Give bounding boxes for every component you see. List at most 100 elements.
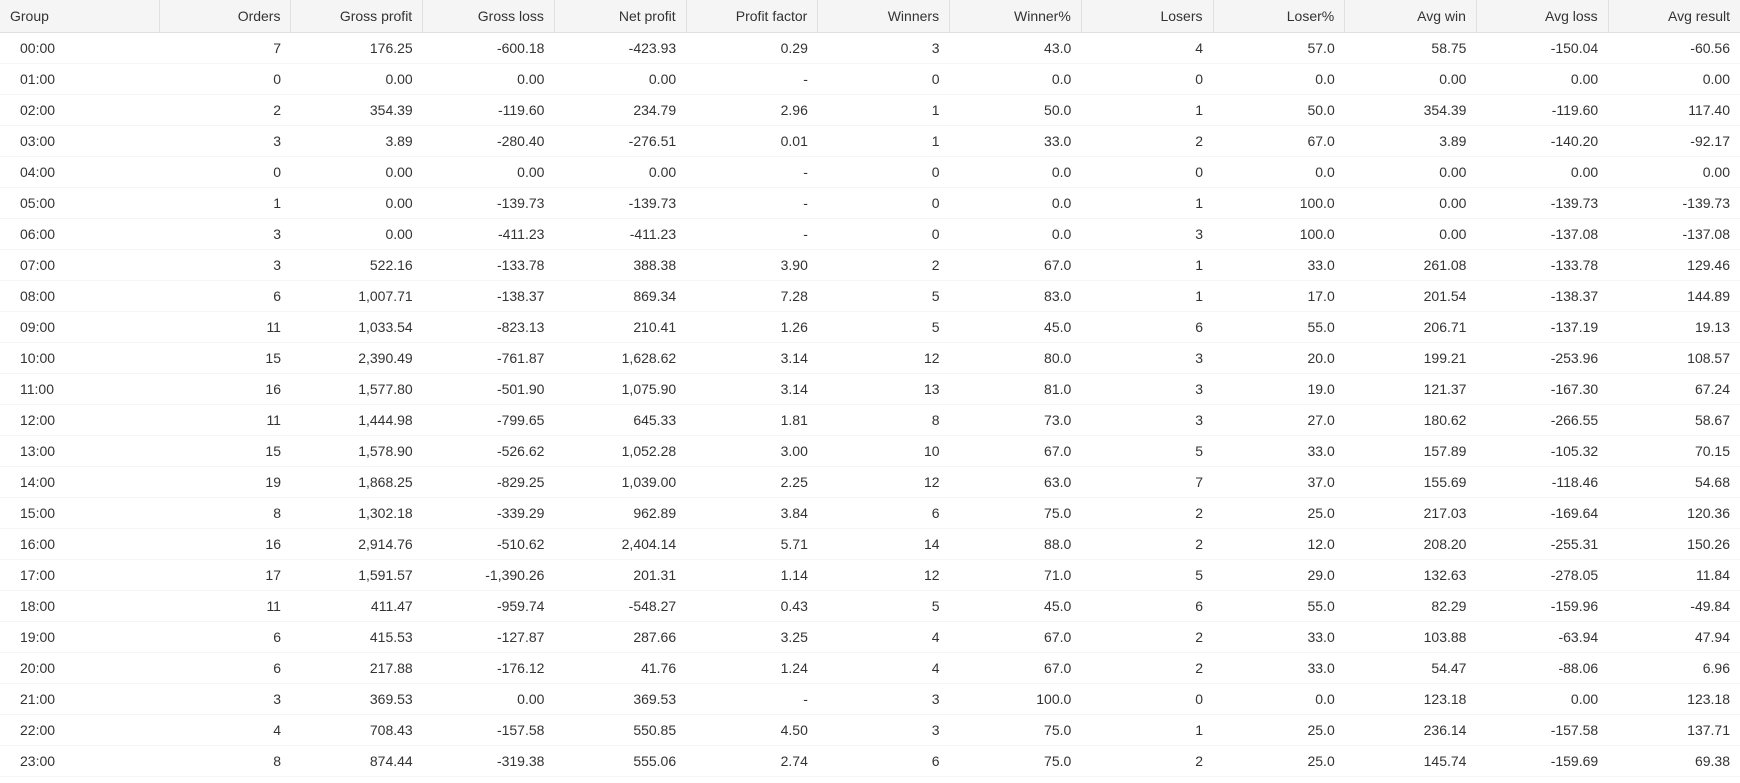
table-cell: 7 [159, 33, 291, 64]
table-cell: 0.01 [686, 126, 818, 157]
table-row: 13:00151,578.90-526.621,052.283.001067.0… [0, 436, 1740, 467]
table-cell: -137.08 [1476, 219, 1608, 250]
column-header[interactable]: Avg loss [1476, 0, 1608, 33]
table-cell: 82.29 [1345, 591, 1477, 622]
table-cell: -501.90 [423, 374, 555, 405]
table-cell: -829.25 [423, 467, 555, 498]
table-cell: 1,033.54 [291, 312, 423, 343]
table-cell: -280.40 [423, 126, 555, 157]
table-cell: 150.26 [1608, 529, 1740, 560]
table-cell: 33.0 [1213, 250, 1345, 281]
table-cell: 0.00 [291, 157, 423, 188]
column-header[interactable]: Losers [1081, 0, 1213, 33]
table-cell: 3.89 [1345, 126, 1477, 157]
column-header[interactable]: Avg result [1608, 0, 1740, 33]
table-cell: 180.62 [1345, 405, 1477, 436]
table-cell: 01:00 [0, 64, 159, 95]
table-cell: 236.14 [1345, 715, 1477, 746]
table-cell: 555.06 [554, 746, 686, 777]
table-cell: -119.60 [1476, 95, 1608, 126]
table-cell: 3 [1081, 374, 1213, 405]
table-cell: 369.53 [554, 684, 686, 715]
column-header[interactable]: Net profit [554, 0, 686, 33]
table-cell: 234.79 [554, 95, 686, 126]
table-cell: 415.53 [291, 622, 423, 653]
table-cell: 2 [1081, 622, 1213, 653]
table-cell: 2,914.76 [291, 529, 423, 560]
table-cell: 58.75 [1345, 33, 1477, 64]
table-cell: 874.44 [291, 746, 423, 777]
table-row: 10:00152,390.49-761.871,628.623.141280.0… [0, 343, 1740, 374]
column-header[interactable]: Profit factor [686, 0, 818, 33]
table-cell: -157.58 [423, 715, 555, 746]
table-cell: -60.56 [1608, 33, 1740, 64]
table-cell: -255.31 [1476, 529, 1608, 560]
table-cell: 1.24 [686, 653, 818, 684]
table-cell: -157.58 [1476, 715, 1608, 746]
column-header[interactable]: Loser% [1213, 0, 1345, 33]
table-cell: -799.65 [423, 405, 555, 436]
table-cell: 12:00 [0, 405, 159, 436]
table-cell: 04:00 [0, 157, 159, 188]
table-cell: -133.78 [423, 250, 555, 281]
table-cell: 12 [818, 467, 950, 498]
table-cell: 869.34 [554, 281, 686, 312]
column-header[interactable]: Gross loss [423, 0, 555, 33]
table-cell: 0.00 [1476, 64, 1608, 95]
table-cell: 25.0 [1213, 746, 1345, 777]
table-cell: 117.40 [1608, 95, 1740, 126]
table-cell: 1,052.28 [554, 436, 686, 467]
table-cell: 6 [159, 281, 291, 312]
table-cell: 0 [1081, 157, 1213, 188]
column-header[interactable]: Winner% [950, 0, 1082, 33]
table-cell: -823.13 [423, 312, 555, 343]
table-row: 21:003369.530.00369.53-3100.000.0123.180… [0, 684, 1740, 715]
table-cell: 962.89 [554, 498, 686, 529]
table-cell: -88.06 [1476, 653, 1608, 684]
table-cell: 10:00 [0, 343, 159, 374]
table-cell: 176.25 [291, 33, 423, 64]
table-cell: 0 [818, 188, 950, 219]
table-cell: 4 [1081, 33, 1213, 64]
table-cell: 0.00 [1476, 684, 1608, 715]
table-row: 23:008874.44-319.38555.062.74675.0225.01… [0, 746, 1740, 777]
table-cell: -49.84 [1608, 591, 1740, 622]
table-cell: 06:00 [0, 219, 159, 250]
table-row: 09:00111,033.54-823.13210.411.26545.0655… [0, 312, 1740, 343]
table-cell: 21:00 [0, 684, 159, 715]
table-cell: 5.71 [686, 529, 818, 560]
table-cell: 02:00 [0, 95, 159, 126]
table-cell: 57.0 [1213, 33, 1345, 64]
table-row: 15:0081,302.18-339.29962.893.84675.0225.… [0, 498, 1740, 529]
column-header[interactable]: Winners [818, 0, 950, 33]
column-header[interactable]: Avg win [1345, 0, 1477, 33]
table-cell: 45.0 [950, 591, 1082, 622]
table-cell: 1,578.90 [291, 436, 423, 467]
table-cell: -133.78 [1476, 250, 1608, 281]
table-cell: 33.0 [1213, 622, 1345, 653]
table-cell: -548.27 [554, 591, 686, 622]
table-cell: 19.13 [1608, 312, 1740, 343]
table-cell: 411.47 [291, 591, 423, 622]
table-cell: 708.43 [291, 715, 423, 746]
table-cell: -137.08 [1608, 219, 1740, 250]
table-row: 17:00171,591.57-1,390.26201.311.141271.0… [0, 560, 1740, 591]
table-cell: -411.23 [554, 219, 686, 250]
column-header[interactable]: Orders [159, 0, 291, 33]
table-cell: 0.0 [950, 157, 1082, 188]
table-cell: 08:00 [0, 281, 159, 312]
table-cell: 09:00 [0, 312, 159, 343]
table-cell: 11 [159, 405, 291, 436]
table-cell: 4 [159, 715, 291, 746]
table-cell: 645.33 [554, 405, 686, 436]
table-cell: 2 [1081, 746, 1213, 777]
table-cell: 20.0 [1213, 343, 1345, 374]
table-cell: 0.00 [554, 64, 686, 95]
table-cell: 155.69 [1345, 467, 1477, 498]
table-cell: 19:00 [0, 622, 159, 653]
table-cell: -411.23 [423, 219, 555, 250]
table-cell: 132.63 [1345, 560, 1477, 591]
column-header[interactable]: Group [0, 0, 159, 33]
column-header[interactable]: Gross profit [291, 0, 423, 33]
table-cell: 69.38 [1608, 746, 1740, 777]
